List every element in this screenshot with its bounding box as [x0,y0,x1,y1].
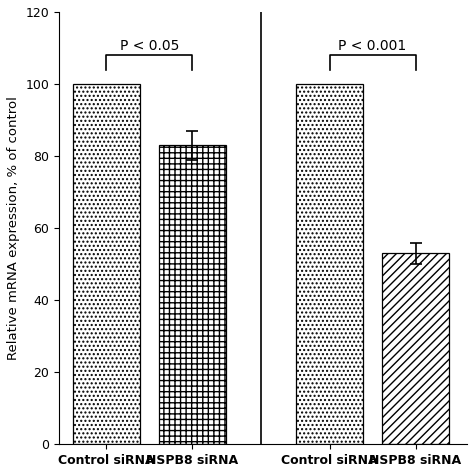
Bar [382,254,449,444]
Bar [296,84,363,444]
Y-axis label: Relative mRNA expression, % of control: Relative mRNA expression, % of control [7,96,20,360]
Text: P < 0.001: P < 0.001 [338,39,407,54]
Text: P < 0.05: P < 0.05 [119,39,179,54]
Bar [159,145,226,444]
Bar [73,84,140,444]
